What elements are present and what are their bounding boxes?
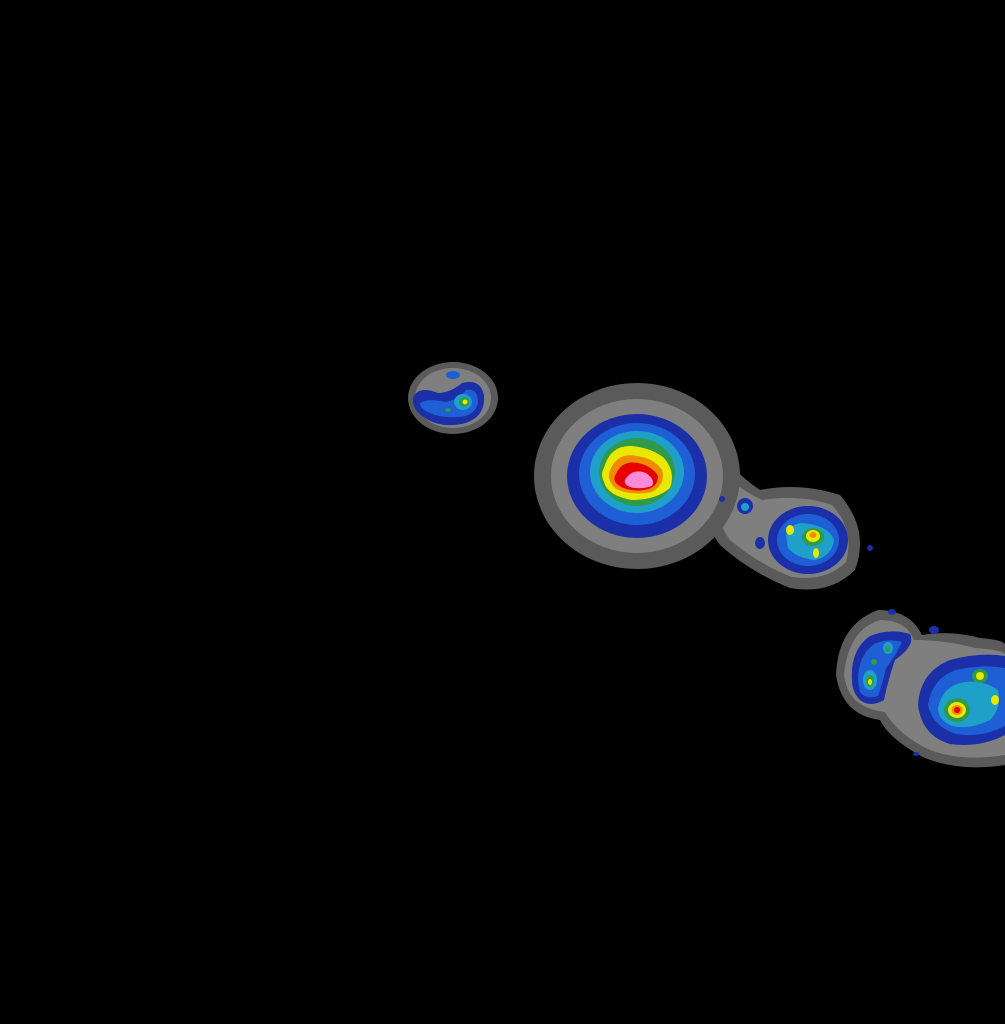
contour-ring xyxy=(929,626,939,634)
contour-ring xyxy=(886,646,890,652)
island-northwest-small xyxy=(408,362,498,434)
contour-ring xyxy=(624,471,654,489)
contour-ring xyxy=(813,548,819,558)
contour-ring xyxy=(446,371,460,379)
contour-ring xyxy=(954,707,960,713)
contour-ring xyxy=(445,408,451,412)
contour-ring xyxy=(868,679,872,685)
contour-ring xyxy=(991,695,999,705)
contour-ring xyxy=(867,545,873,551)
contour-ring xyxy=(809,532,817,538)
island-east-medium xyxy=(719,496,873,574)
contour-ring xyxy=(871,659,877,665)
island-southeast-right xyxy=(918,654,1005,745)
contour-ring xyxy=(741,503,749,511)
contour-ring xyxy=(755,537,765,549)
contour-ring xyxy=(462,399,468,405)
contour-ring xyxy=(786,525,794,535)
contour-ring xyxy=(913,752,919,756)
contour-ring xyxy=(719,496,725,502)
contour-ring xyxy=(976,672,984,680)
island-central-large xyxy=(534,383,740,569)
island-southeast-left xyxy=(851,609,939,756)
contour-ring xyxy=(888,609,896,615)
